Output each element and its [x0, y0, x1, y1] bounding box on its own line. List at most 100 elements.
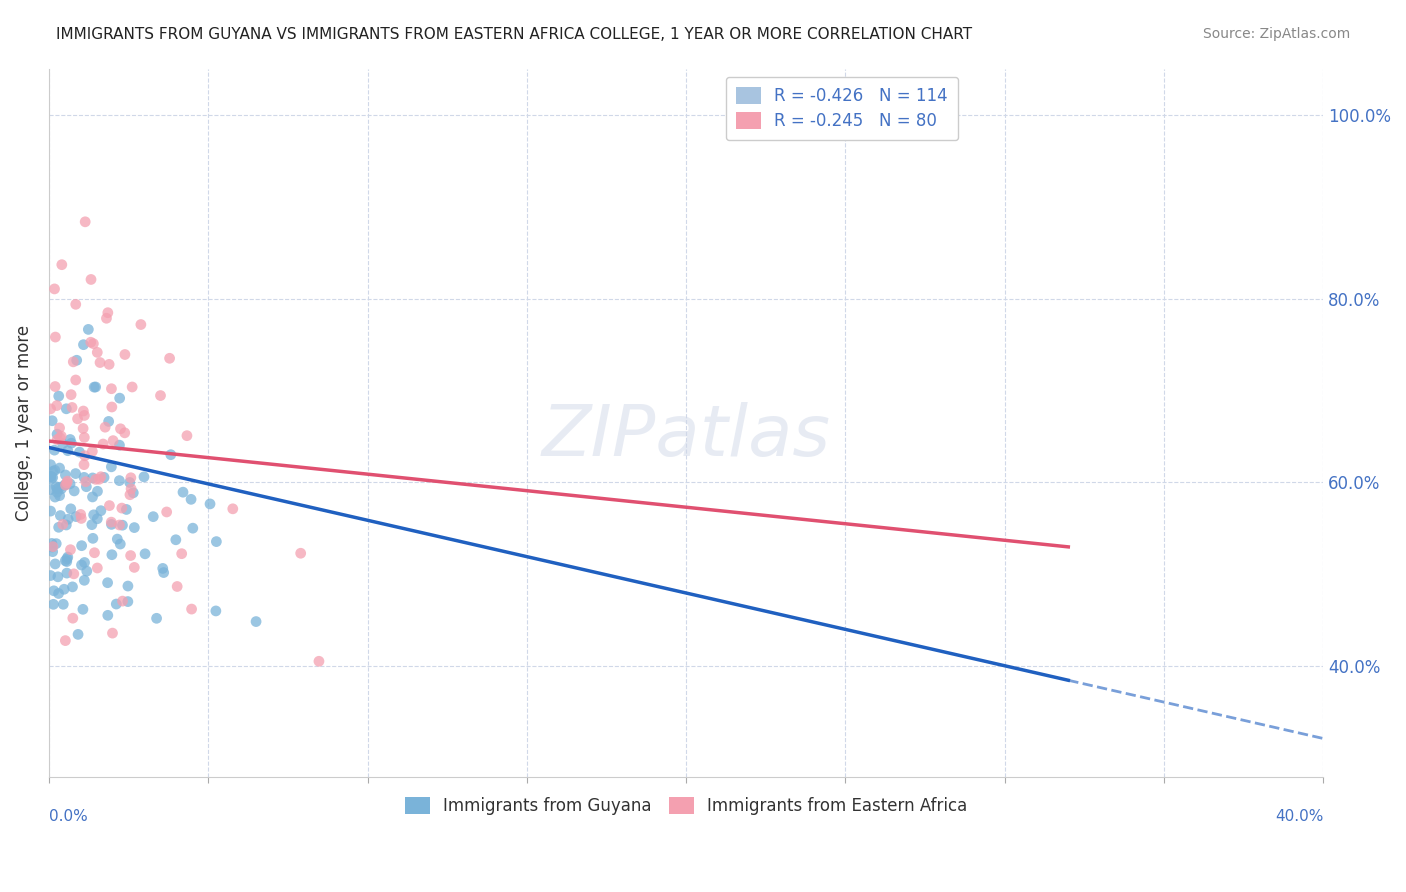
- Point: [55, 475, 77, 490]
- Point: [59, 476, 82, 491]
- Point: [62, 580, 84, 594]
- Point: [152, 566, 174, 580]
- Point: [69, 445, 91, 459]
- Point: [308, 654, 330, 668]
- Point: [42, 540, 65, 554]
- Point: [176, 428, 198, 442]
- Point: [42, 464, 65, 478]
- Text: IMMIGRANTS FROM GUYANA VS IMMIGRANTS FROM EASTERN AFRICA COLLEGE, 1 YEAR OR MORE: IMMIGRANTS FROM GUYANA VS IMMIGRANTS FRO…: [56, 27, 973, 42]
- Point: [48, 461, 70, 475]
- Point: [67, 627, 90, 641]
- Point: [66, 412, 89, 426]
- Point: [91, 437, 114, 451]
- Point: [94, 420, 117, 434]
- Point: [166, 580, 188, 594]
- Text: 0.0%: 0.0%: [49, 809, 87, 824]
- Point: [60, 401, 83, 415]
- Point: [86, 484, 108, 499]
- Point: [46, 482, 69, 496]
- Point: [56, 512, 79, 526]
- Point: [101, 400, 124, 414]
- Point: [41, 536, 63, 550]
- Point: [80, 272, 103, 286]
- Point: [51, 258, 73, 272]
- Point: [90, 504, 112, 518]
- Point: [86, 512, 108, 526]
- Point: [111, 518, 134, 533]
- Point: [39, 472, 62, 486]
- Point: [73, 409, 96, 423]
- Point: [41, 540, 63, 554]
- Point: [56, 566, 79, 580]
- Point: [49, 431, 72, 445]
- Point: [60, 387, 83, 401]
- Point: [73, 430, 96, 444]
- Point: [72, 337, 94, 351]
- Point: [69, 508, 91, 522]
- Point: [165, 533, 187, 547]
- Point: [172, 485, 194, 500]
- Point: [44, 557, 66, 571]
- Point: [59, 542, 82, 557]
- Point: [222, 501, 245, 516]
- Point: [82, 490, 104, 504]
- Point: [98, 357, 121, 371]
- Point: [75, 475, 97, 489]
- Point: [152, 561, 174, 575]
- Point: [120, 482, 142, 496]
- Point: [108, 518, 131, 533]
- Point: [120, 471, 142, 485]
- Point: [82, 444, 104, 458]
- Point: [115, 502, 138, 516]
- Point: [62, 611, 84, 625]
- Point: [44, 463, 66, 477]
- Point: [80, 517, 103, 532]
- Text: ZIPatlas: ZIPatlas: [541, 402, 831, 471]
- Point: [142, 509, 165, 524]
- Point: [70, 511, 93, 525]
- Point: [42, 597, 65, 611]
- Point: [46, 433, 69, 447]
- Point: [44, 443, 66, 458]
- Point: [117, 579, 139, 593]
- Point: [52, 597, 75, 611]
- Point: [41, 470, 63, 484]
- Point: [46, 485, 69, 500]
- Point: [114, 425, 136, 440]
- Point: [124, 520, 146, 534]
- Point: [39, 469, 62, 483]
- Point: [108, 474, 131, 488]
- Point: [53, 554, 76, 568]
- Point: [66, 353, 89, 368]
- Point: [70, 558, 93, 572]
- Point: [76, 564, 98, 578]
- Point: [72, 602, 94, 616]
- Point: [101, 434, 124, 448]
- Point: [100, 459, 122, 474]
- Point: [44, 490, 66, 504]
- Point: [46, 427, 69, 442]
- Point: [53, 582, 76, 597]
- Point: [51, 482, 73, 496]
- Point: [97, 306, 120, 320]
- Point: [96, 311, 118, 326]
- Point: [134, 547, 156, 561]
- Point: [62, 355, 84, 369]
- Point: [181, 521, 204, 535]
- Point: [97, 608, 120, 623]
- Point: [73, 458, 96, 472]
- Point: [170, 547, 193, 561]
- Point: [41, 544, 63, 558]
- Point: [118, 488, 141, 502]
- Point: [75, 215, 97, 229]
- Point: [145, 611, 167, 625]
- Point: [55, 467, 77, 482]
- Point: [132, 470, 155, 484]
- Point: [39, 469, 62, 483]
- Point: [52, 517, 75, 532]
- Point: [98, 499, 121, 513]
- Point: [89, 355, 111, 369]
- Point: [65, 509, 87, 524]
- Point: [55, 555, 77, 569]
- Point: [56, 549, 79, 564]
